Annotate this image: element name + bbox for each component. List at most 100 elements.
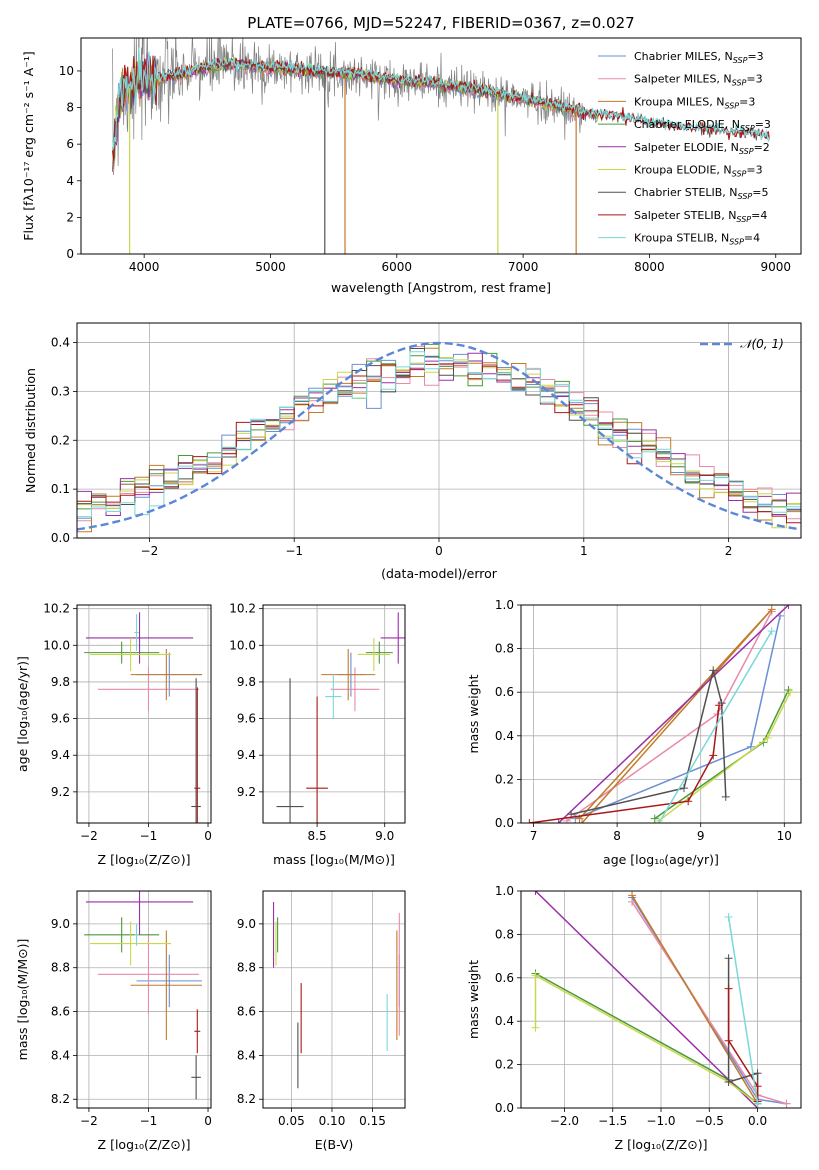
x-tick-label: 8000 xyxy=(634,260,665,274)
legend-label: Salpeter ELODIE, NSSP=2 xyxy=(634,141,770,156)
y-tick-label: 0.0 xyxy=(51,531,70,545)
legend-sub: SSP xyxy=(732,79,747,88)
y-tick-label: 10.2 xyxy=(43,602,70,616)
mass_vs_ebv-plot xyxy=(272,901,400,1089)
legend-base: Chabrier MILES, N xyxy=(634,50,733,63)
legend-base: Salpeter ELODIE, N xyxy=(634,141,739,154)
legend-sub: SSP xyxy=(724,101,739,110)
y-tick-label: 10.0 xyxy=(229,638,256,652)
salpeter_elodie-series-line xyxy=(534,891,759,1108)
legend-sub: SSP xyxy=(733,56,748,65)
y-tick-label: 9.2 xyxy=(51,785,70,799)
kroupa_miles-series-line xyxy=(631,894,759,1105)
legend-base: Kroupa ELODIE, N xyxy=(634,164,732,177)
y-tick-label: 9.2 xyxy=(237,785,256,799)
legend-sub: SSP xyxy=(739,147,754,156)
x-tick-label: 0.15 xyxy=(359,1114,386,1128)
y-tick-label: 4 xyxy=(66,174,74,188)
x-tick-label: 0.0 xyxy=(748,1114,767,1128)
kroupa_elodie-series-marker xyxy=(786,688,795,697)
residuals-plot xyxy=(77,341,801,538)
x-tick-label: 5000 xyxy=(255,260,286,274)
mass_weight_vs_age-ylabel: mass weight xyxy=(466,674,481,753)
x-tick-label: −1.0 xyxy=(646,1114,675,1128)
legend-tail: =3 xyxy=(739,95,755,108)
kroupa_stelib-series-marker xyxy=(753,1099,762,1108)
y-tick-label: 10 xyxy=(59,64,74,78)
x-tick-label: −1 xyxy=(285,544,303,558)
chabrier_stelib-series-marker xyxy=(709,666,718,675)
legend-base: Salpeter MILES, N xyxy=(634,73,732,86)
legend-label: Kroupa ELODIE, NSSP=3 xyxy=(634,164,763,179)
y-tick-label: 0.6 xyxy=(495,685,514,699)
mass_vs_Z-axes: −2 −1 0 8.2 8.4 8.6 8.8 9.0 xyxy=(51,891,212,1128)
x-tick-label: 10 xyxy=(777,829,792,843)
y-tick-label: 8.6 xyxy=(51,1005,70,1019)
mass_weight_vs_Z-ylabel: mass weight xyxy=(466,960,481,1039)
y-tick-label: 0.3 xyxy=(51,384,70,398)
x-tick-label: 8.5 xyxy=(308,829,327,843)
x-tick-label: −1 xyxy=(140,1114,158,1128)
legend-label: Salpeter MILES, NSSP=3 xyxy=(634,73,763,88)
residuals-frame xyxy=(76,322,802,539)
y-tick-label: 0.8 xyxy=(495,927,514,941)
y-tick-label: 0.1 xyxy=(51,482,70,496)
salpeter_stelib-series-line xyxy=(727,988,759,1102)
salpeter_stelib-series-marker xyxy=(715,701,724,710)
y-tick-label: 8.4 xyxy=(51,1048,70,1062)
legend-label: Chabrier ELODIE, NSSP=3 xyxy=(634,118,771,133)
legend-tail: =4 xyxy=(744,232,760,245)
kroupa_stelib-series-marker xyxy=(767,627,776,636)
y-tick-label: 0.6 xyxy=(495,971,514,985)
x-tick-label: −1 xyxy=(140,829,158,843)
y-tick-label: 0 xyxy=(66,247,74,261)
y-tick-label: 0.8 xyxy=(495,642,514,656)
kroupa_stelib-model-line xyxy=(112,47,770,149)
x-tick-label: −1.5 xyxy=(598,1114,627,1128)
kroupa_stelib-series-marker xyxy=(654,819,663,823)
chabrier_miles-series-marker xyxy=(746,742,755,751)
x-tick-label: −2 xyxy=(80,829,98,843)
y-tick-label: 9.4 xyxy=(237,748,256,762)
normal-curve xyxy=(77,341,799,531)
x-tick-label: 2 xyxy=(725,544,733,558)
spectrum-xlabel: wavelength [Angstrom, rest frame] xyxy=(331,280,551,295)
kroupa_stelib-histogram xyxy=(77,351,801,538)
chabrier_stelib-series-line xyxy=(727,958,759,1104)
age_vs_Z-frame xyxy=(76,604,212,824)
y-tick-label: 0.4 xyxy=(495,729,514,743)
legend-label: Chabrier MILES, NSSP=3 xyxy=(634,50,764,65)
residuals-xlabel: (data-model)/error xyxy=(381,566,498,581)
legend-base: Chabrier STELIB, N xyxy=(634,186,738,199)
x-tick-label: 0.05 xyxy=(278,1114,305,1128)
salpeter_elodie-series-marker xyxy=(784,605,793,609)
mass_vs_ebv-frame xyxy=(262,890,406,1109)
spectrum-frame xyxy=(80,37,802,255)
age_vs_Z-plot xyxy=(84,612,203,823)
chabrier_stelib-series-marker xyxy=(753,1069,762,1078)
chabrier_stelib-series-marker xyxy=(724,1077,733,1086)
legend-tail: =3 xyxy=(747,50,763,63)
mass_vs_Z-plot xyxy=(84,891,203,1100)
x-tick-label: 4000 xyxy=(129,260,160,274)
legend-tail: =4 xyxy=(751,209,767,222)
legend-tail: =3 xyxy=(746,164,762,177)
x-tick-label: 8 xyxy=(613,829,621,843)
y-tick-label: 0.0 xyxy=(495,816,514,830)
salpeter_stelib-series-line xyxy=(529,705,720,823)
age_vs_Z-xlabel: Z [log₁₀(Z/Z⊙)] xyxy=(98,852,191,867)
legend-label: Chabrier STELIB, NSSP=5 xyxy=(634,186,768,201)
y-tick-label: 0.0 xyxy=(495,1101,514,1115)
kroupa_miles-series-marker xyxy=(767,605,776,614)
x-tick-label: 9 xyxy=(697,829,705,843)
x-tick-label: 0.10 xyxy=(319,1114,346,1128)
x-tick-label: −2 xyxy=(141,544,159,558)
legend-sub: SSP xyxy=(729,238,744,247)
legend-tail: =3 xyxy=(755,118,771,131)
legend-sub: SSP xyxy=(738,192,753,201)
y-tick-label: 0.4 xyxy=(495,1014,514,1028)
kroupa_stelib-series-marker xyxy=(724,913,733,922)
y-tick-label: 8.6 xyxy=(237,1005,256,1019)
